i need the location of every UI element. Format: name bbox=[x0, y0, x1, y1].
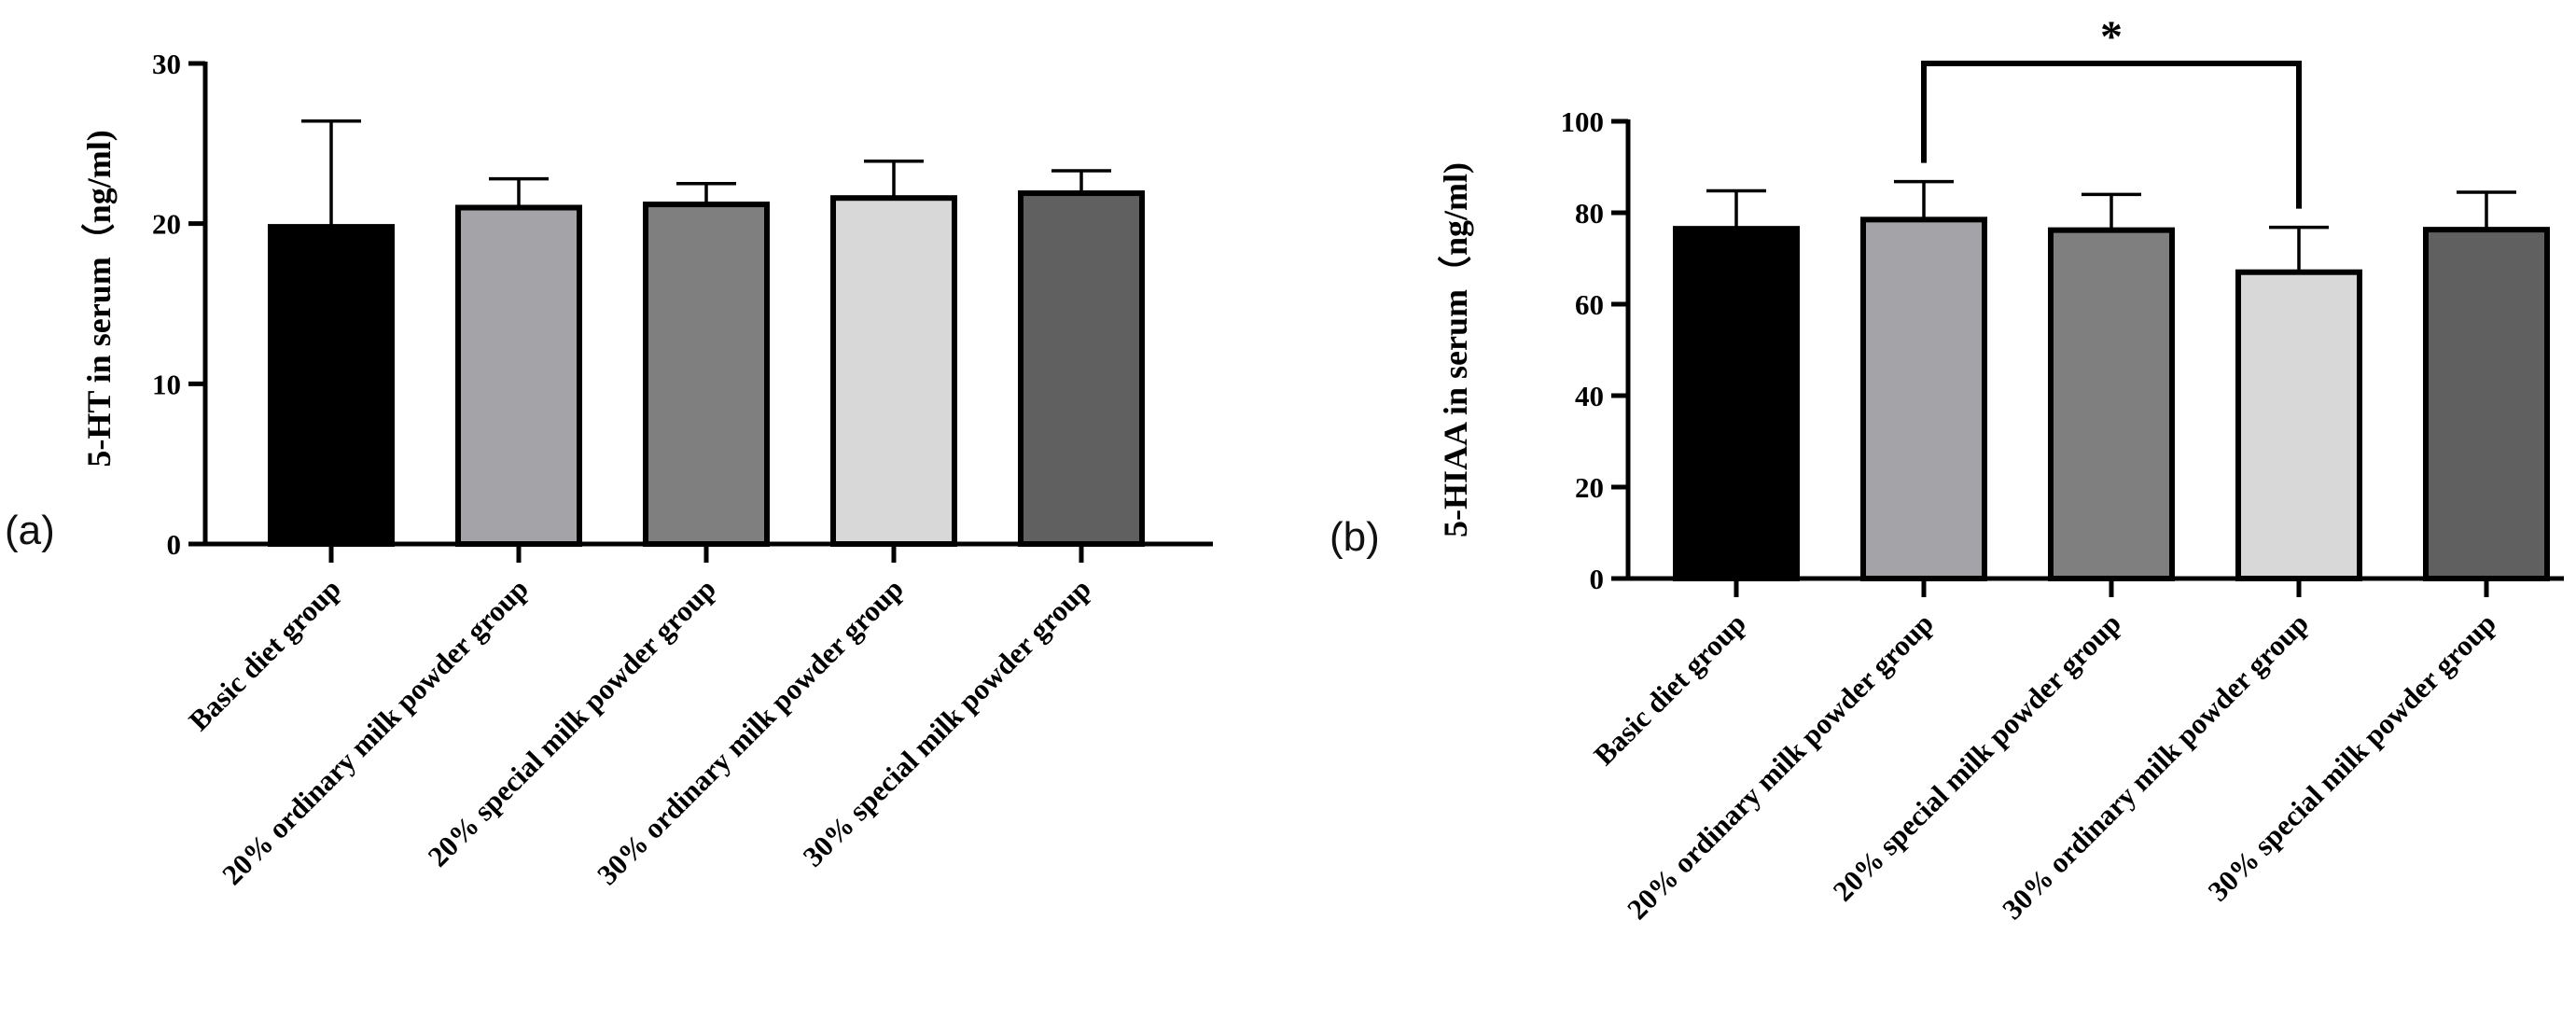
panel-a-y-tick-label-10: 10 bbox=[152, 368, 181, 400]
panel-b-y-tick-label-60: 60 bbox=[1575, 288, 1604, 321]
panel-a-bar-1 bbox=[268, 224, 395, 547]
panel-a-bar-4 bbox=[830, 195, 957, 547]
panel-b-significance-label-1: * bbox=[2100, 12, 2123, 62]
panel-a-y-tick-label-30: 30 bbox=[152, 48, 181, 80]
panel-b-chart: (b) 5-HIAA in serum（ng/ml) 0 20 40 60 80 100 Bas… bbox=[1330, 12, 2564, 926]
panel-b-label: (b) bbox=[1330, 514, 1380, 560]
panel-b-y-axis-title: 5-HIAA in serum（ng/ml) bbox=[1437, 162, 1474, 537]
panel-b-y-tick-label-20: 20 bbox=[1575, 471, 1604, 504]
panel-a-y-tick-label-20: 20 bbox=[152, 208, 181, 241]
panel-b-bar-1 bbox=[1673, 226, 1800, 581]
panel-a-bar-3 bbox=[643, 202, 770, 547]
panel-a-bar-5 bbox=[1018, 190, 1145, 548]
panel-a-label: (a) bbox=[5, 508, 55, 553]
panel-b-bar-5 bbox=[2423, 227, 2550, 581]
panel-a-category-label-1: Basic diet group bbox=[182, 572, 347, 737]
panel-b-bar-3 bbox=[2048, 227, 2175, 581]
panel-b-category-label-1: Basic diet group bbox=[1587, 607, 1752, 772]
panel-a-y-tick-label-0: 0 bbox=[167, 528, 182, 561]
panel-b-y-tick-label-40: 40 bbox=[1575, 380, 1604, 412]
panel-b-bar-4 bbox=[2235, 269, 2362, 581]
panel-b-y-tick-label-100: 100 bbox=[1561, 105, 1605, 138]
panel-b-category-label-2: 20% ordinary milk powder group bbox=[1621, 607, 1940, 926]
panel-a-category-label-4: 30% ordinary milk powder group bbox=[591, 572, 910, 891]
panel-b-category-label-4: 30% ordinary milk powder group bbox=[1996, 607, 2315, 926]
panel-b-y-tick-label-0: 0 bbox=[1590, 563, 1605, 595]
panel-a-category-label-2: 20% ordinary milk powder group bbox=[216, 572, 535, 891]
panel-a-y-axis-title: 5-HT in serum（ng/ml) bbox=[80, 130, 118, 467]
panel-b-significance-bracket-1 bbox=[1921, 61, 2302, 209]
panel-a-chart: (a) 5-HT in serum（ng/ml) 0 10 20 30 Basic diet… bbox=[5, 48, 1213, 891]
panel-b-bar-2 bbox=[1860, 216, 1987, 581]
panel-b-y-tick-label-80: 80 bbox=[1575, 197, 1604, 230]
panel-a-bar-2 bbox=[455, 204, 582, 547]
